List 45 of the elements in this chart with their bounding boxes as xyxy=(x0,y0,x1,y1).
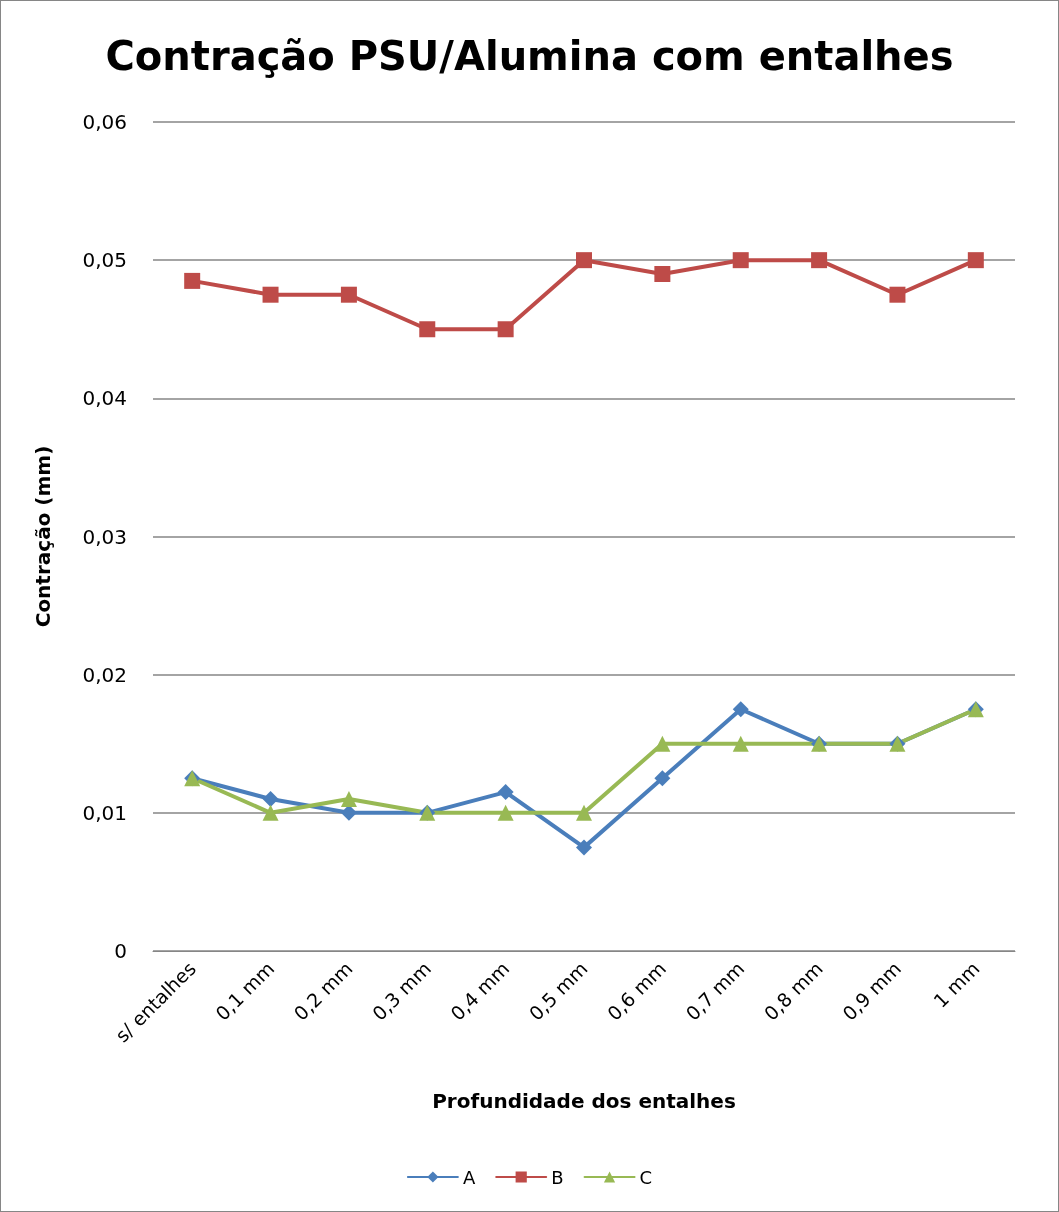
x-tick-label: 0,1 mm xyxy=(210,957,279,1025)
point xyxy=(732,735,749,752)
x-tick-label: 0,8 mm xyxy=(759,957,827,1025)
y-tick-label: 0,03 xyxy=(82,524,127,549)
point xyxy=(732,252,749,269)
point xyxy=(576,252,592,269)
point xyxy=(497,804,514,821)
point xyxy=(654,770,671,787)
point xyxy=(811,252,828,269)
point xyxy=(262,804,279,821)
point xyxy=(419,321,436,338)
y-axis-title: Contração (mm) xyxy=(31,445,55,628)
legend-label: B xyxy=(551,1166,564,1188)
point xyxy=(184,272,201,289)
point xyxy=(576,839,592,856)
point xyxy=(340,286,357,303)
x-axis-title: Profundidade dos entalhes xyxy=(432,1089,736,1113)
point xyxy=(654,265,671,282)
x-tick-label: 0,7 mm xyxy=(681,957,749,1025)
point xyxy=(732,701,749,718)
x-tick-label: 0,5 mm xyxy=(524,957,592,1025)
legend-label: C xyxy=(639,1166,653,1188)
y-tick-label: 0,06 xyxy=(82,110,127,134)
x-tick-label: 0,9 mm xyxy=(837,957,906,1025)
point xyxy=(967,252,984,269)
legend-label: A xyxy=(462,1166,476,1188)
point xyxy=(889,286,906,303)
point xyxy=(497,321,514,338)
point xyxy=(262,791,279,808)
chart-title: Contração PSU/Alumina com entalhes xyxy=(105,33,954,79)
x-tick-label: 0,6 mm xyxy=(602,957,671,1025)
y-tick-label: 0,05 xyxy=(82,248,127,273)
x-tick-label: 1 mm xyxy=(929,957,984,1012)
x-tick-label: 0,2 mm xyxy=(289,957,357,1025)
point xyxy=(654,735,671,752)
y-tick-label: 0,04 xyxy=(82,386,127,411)
y-tick-label: 0,02 xyxy=(82,662,127,687)
point xyxy=(497,784,514,801)
point xyxy=(576,804,592,821)
x-tick-label: 0,3 mm xyxy=(367,957,436,1025)
y-tick-label: 0,01 xyxy=(82,800,127,825)
point xyxy=(262,286,279,303)
x-tick-label: 0,4 mm xyxy=(446,957,514,1025)
point xyxy=(340,791,357,808)
y-tick-label: 0 xyxy=(114,939,127,963)
